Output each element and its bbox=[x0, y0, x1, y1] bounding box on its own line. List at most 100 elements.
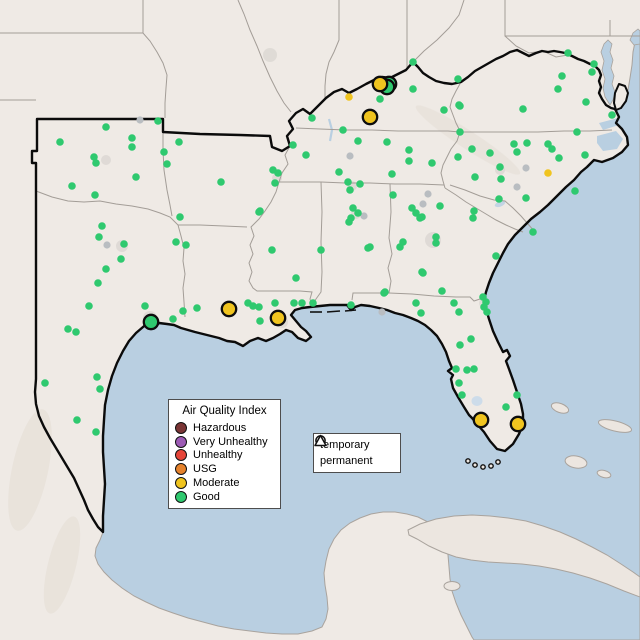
station-dot-good[interactable] bbox=[428, 159, 436, 167]
station-dot-good[interactable] bbox=[564, 49, 572, 57]
station-dot-good[interactable] bbox=[91, 191, 99, 199]
station-dot-good[interactable] bbox=[519, 105, 527, 113]
station-dot-nodata[interactable] bbox=[513, 183, 521, 191]
station-dot-good[interactable] bbox=[102, 265, 110, 273]
station-dot-good[interactable] bbox=[163, 160, 171, 168]
station-dot-good[interactable] bbox=[68, 182, 76, 190]
station-dot-good[interactable] bbox=[193, 304, 201, 312]
station-dot-good[interactable] bbox=[529, 228, 537, 236]
station-dot-good[interactable] bbox=[456, 102, 464, 110]
station-dot-good[interactable] bbox=[590, 60, 598, 68]
station-dot-good[interactable] bbox=[268, 246, 276, 254]
station-dot-good[interactable] bbox=[496, 163, 504, 171]
station-dot-good[interactable] bbox=[354, 137, 362, 145]
station-dot-good[interactable] bbox=[380, 289, 388, 297]
station-dot-good[interactable] bbox=[389, 191, 397, 199]
station-dot-good[interactable] bbox=[513, 391, 521, 399]
station-dot-good[interactable] bbox=[176, 213, 184, 221]
station-dot-good[interactable] bbox=[412, 299, 420, 307]
station-dot-good[interactable] bbox=[405, 146, 413, 154]
station-dot-good[interactable] bbox=[469, 214, 477, 222]
station-marker-large-good[interactable] bbox=[142, 313, 160, 331]
station-dot-good[interactable] bbox=[182, 241, 190, 249]
station-dot-good[interactable] bbox=[454, 153, 462, 161]
station-dot-good[interactable] bbox=[298, 299, 306, 307]
station-dot-good[interactable] bbox=[522, 194, 530, 202]
station-dot-good[interactable] bbox=[274, 169, 282, 177]
station-dot-good[interactable] bbox=[468, 145, 476, 153]
station-dot-good[interactable] bbox=[92, 428, 100, 436]
station-dot-good[interactable] bbox=[179, 307, 187, 315]
station-dot-good[interactable] bbox=[290, 299, 298, 307]
station-dot-good[interactable] bbox=[456, 341, 464, 349]
station-dot-good[interactable] bbox=[388, 170, 396, 178]
station-dot-moderate[interactable] bbox=[544, 169, 552, 177]
station-dot-nodata[interactable] bbox=[346, 152, 354, 160]
station-dot-good[interactable] bbox=[470, 207, 478, 215]
station-dot-good[interactable] bbox=[271, 179, 279, 187]
station-dot-nodata[interactable] bbox=[378, 308, 386, 316]
station-dot-good[interactable] bbox=[383, 138, 391, 146]
station-dot-nodata[interactable] bbox=[136, 116, 144, 124]
station-dot-good[interactable] bbox=[141, 302, 149, 310]
station-dot-good[interactable] bbox=[73, 416, 81, 424]
station-dot-good[interactable] bbox=[289, 141, 297, 149]
station-dot-good[interactable] bbox=[154, 117, 162, 125]
station-dot-good[interactable] bbox=[339, 126, 347, 134]
station-marker-large-moderate[interactable] bbox=[472, 411, 490, 429]
station-dot-good[interactable] bbox=[256, 317, 264, 325]
station-dot-good[interactable] bbox=[302, 151, 310, 159]
station-dot-good[interactable] bbox=[317, 246, 325, 254]
station-dot-good[interactable] bbox=[347, 301, 355, 309]
station-dot-nodata[interactable] bbox=[522, 164, 530, 172]
station-dot-good[interactable] bbox=[452, 365, 460, 373]
station-dot-good[interactable] bbox=[573, 128, 581, 136]
station-dot-good[interactable] bbox=[455, 308, 463, 316]
station-dot-good[interactable] bbox=[376, 95, 384, 103]
station-marker-large-moderate[interactable] bbox=[509, 415, 527, 433]
station-dot-good[interactable] bbox=[335, 168, 343, 176]
station-dot-good[interactable] bbox=[418, 268, 426, 276]
station-dot-good[interactable] bbox=[432, 233, 440, 241]
station-dot-good[interactable] bbox=[98, 222, 106, 230]
station-dot-good[interactable] bbox=[436, 202, 444, 210]
station-marker-large-moderate[interactable] bbox=[269, 309, 287, 327]
station-dot-good[interactable] bbox=[217, 178, 225, 186]
station-dot-good[interactable] bbox=[513, 148, 521, 156]
station-dot-good[interactable] bbox=[497, 175, 505, 183]
station-dot-nodata[interactable] bbox=[419, 200, 427, 208]
station-dot-good[interactable] bbox=[417, 309, 425, 317]
station-dot-good[interactable] bbox=[102, 123, 110, 131]
station-dot-nodata[interactable] bbox=[424, 190, 432, 198]
station-marker-large-moderate[interactable] bbox=[220, 300, 238, 318]
station-dot-good[interactable] bbox=[463, 366, 471, 374]
station-dot-good[interactable] bbox=[581, 151, 589, 159]
station-dot-good[interactable] bbox=[356, 180, 364, 188]
station-dot-moderate[interactable] bbox=[345, 93, 353, 101]
station-dot-good[interactable] bbox=[409, 85, 417, 93]
station-dot-good[interactable] bbox=[582, 98, 590, 106]
station-dot-good[interactable] bbox=[458, 391, 466, 399]
station-dot-good[interactable] bbox=[349, 204, 357, 212]
station-dot-good[interactable] bbox=[90, 153, 98, 161]
station-dot-good[interactable] bbox=[308, 114, 316, 122]
station-dot-good[interactable] bbox=[292, 274, 300, 282]
station-dot-good[interactable] bbox=[354, 209, 362, 217]
station-dot-good[interactable] bbox=[571, 187, 579, 195]
station-dot-good[interactable] bbox=[72, 328, 80, 336]
station-dot-nodata[interactable] bbox=[360, 212, 368, 220]
station-marker-large-moderate[interactable] bbox=[361, 108, 379, 126]
station-dot-good[interactable] bbox=[95, 233, 103, 241]
station-dot-good[interactable] bbox=[344, 178, 352, 186]
station-dot-good[interactable] bbox=[399, 238, 407, 246]
station-dot-good[interactable] bbox=[96, 385, 104, 393]
station-dot-good[interactable] bbox=[483, 308, 491, 316]
station-marker-large-moderate[interactable] bbox=[371, 75, 389, 93]
station-dot-good[interactable] bbox=[454, 75, 462, 83]
station-dot-good[interactable] bbox=[345, 218, 353, 226]
station-dot-good[interactable] bbox=[495, 195, 503, 203]
station-dot-good[interactable] bbox=[548, 145, 556, 153]
station-dot-good[interactable] bbox=[588, 68, 596, 76]
station-dot-good[interactable] bbox=[160, 148, 168, 156]
